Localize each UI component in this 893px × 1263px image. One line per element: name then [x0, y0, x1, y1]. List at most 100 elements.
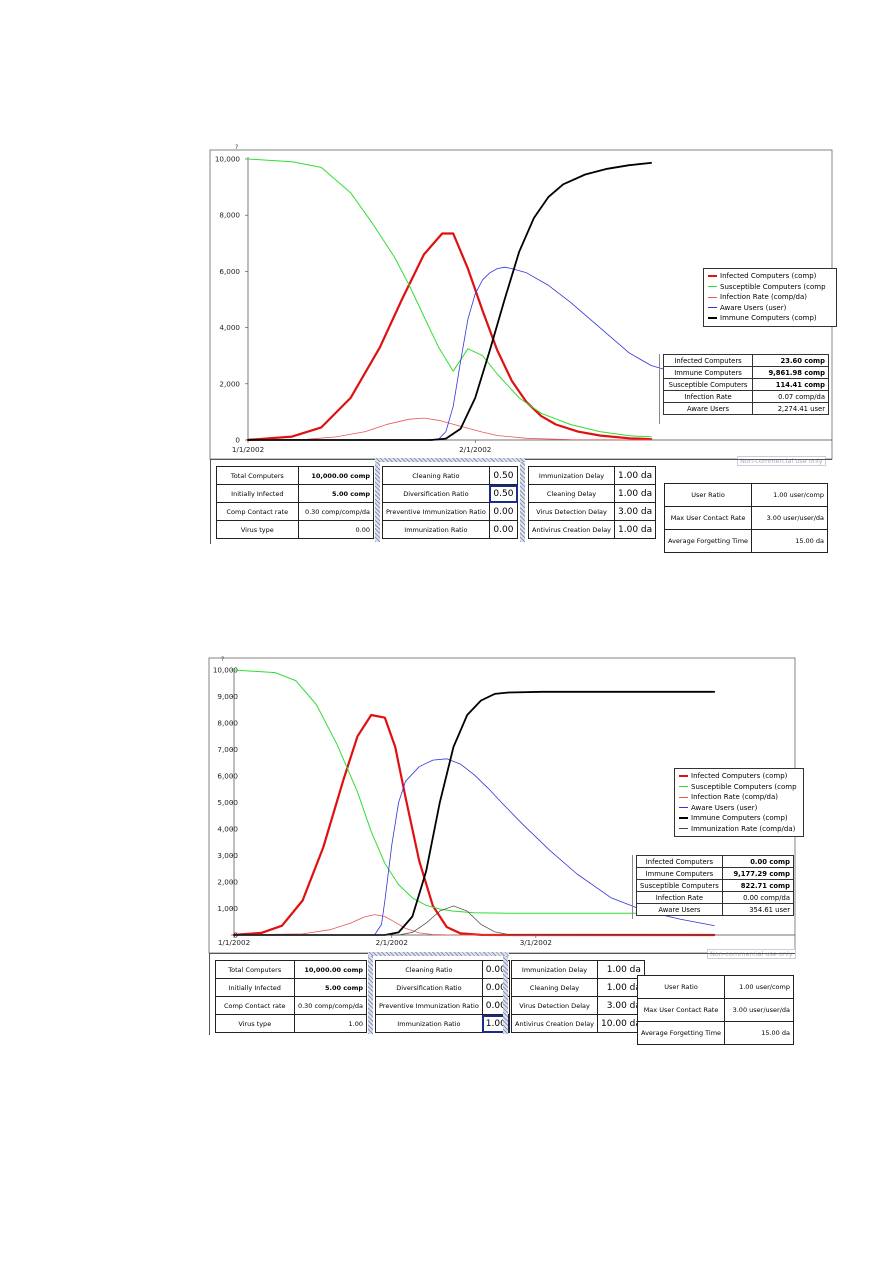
bottom-legend-label: Aware Users (user): [691, 803, 758, 812]
top-y-tick-label: 10,000: [215, 155, 241, 164]
top-param-label: Virus Detection Delay: [527, 502, 616, 521]
bottom-param-value[interactable]: 3.00 da: [597, 996, 645, 1015]
bottom-param-row: Infected Computers 0.00 comp: [636, 855, 795, 868]
bottom-splitter-left[interactable]: [368, 956, 373, 1034]
bottom-param-value[interactable]: 1.00: [293, 1014, 368, 1033]
bottom-param-value[interactable]: 0.30 comp/comp/da: [293, 996, 368, 1015]
bottom-info-table: Infected Computers 0.00 comp Immune Comput…: [636, 855, 795, 916]
top-param-value[interactable]: 1.00 da: [614, 520, 657, 539]
bottom-param-row: Virus Detection Delay 3.00 da: [510, 996, 645, 1015]
bottom-param-value[interactable]: 1.00 da: [597, 978, 645, 997]
bottom-y-tick-label: 4,000: [217, 825, 238, 834]
top-series-line-5: [247, 162, 652, 441]
bottom-series-line-3: [233, 914, 715, 936]
top-param-value[interactable]: 0.00: [488, 520, 519, 539]
top-param-value[interactable]: 1.00 da: [614, 466, 657, 485]
bottom-params-table-d: User Ratio 1.00 user/comp Max User Contact…: [636, 975, 794, 1045]
bottom-legend-item: Susceptible Computers (comp: [679, 782, 799, 793]
bottom-series-line-2: [233, 669, 681, 914]
top-param-label: Immune Computers: [662, 366, 754, 379]
bottom-param-label: Max User Contact Rate: [636, 998, 726, 1022]
top-param-value[interactable]: 0.50: [488, 466, 519, 485]
top-legend-swatch: [708, 296, 717, 298]
bottom-legend-item: Immune Computers (comp): [679, 813, 799, 824]
bottom-param-value[interactable]: 15.00 da: [724, 1021, 794, 1045]
top-param-value: 2,274.41 user: [752, 402, 829, 415]
top-param-row: Cleaning Delay 1.00 da: [527, 484, 657, 503]
top-param-value[interactable]: 3.00 user/user/da: [751, 506, 828, 530]
top-param-value[interactable]: 0.00: [488, 502, 519, 521]
bottom-param-value[interactable]: 0.00: [481, 960, 510, 979]
top-param-value[interactable]: 3.00 da: [614, 502, 657, 521]
bottom-param-value[interactable]: 1.00 da: [597, 960, 645, 979]
top-param-row: Infected Computers 23.60 comp: [662, 354, 829, 367]
top-param-value[interactable]: 5.00 comp: [297, 484, 375, 503]
bottom-legend-swatch: [679, 775, 688, 778]
top-param-value[interactable]: 0.30 comp/comp/da: [297, 502, 375, 521]
bottom-param-label: Preventive Immunization Ratio: [375, 996, 483, 1015]
bottom-y-tick-label: 6,000: [217, 772, 238, 781]
bottom-param-row: Virus type 1.00: [215, 1014, 368, 1033]
bottom-params-frame: [209, 953, 795, 954]
top-noncommercial-notice: Non-commercial use only: [737, 456, 826, 466]
bottom-param-value[interactable]: 0.00: [481, 996, 510, 1015]
bottom-series-line-5: [233, 690, 716, 936]
top-x-tick-label: 2/1/2002: [459, 445, 491, 454]
top-params-table-a: Total Computers 10,000.00 comp Initially I…: [216, 466, 375, 539]
bottom-param-label: Immune Computers: [636, 867, 723, 880]
top-splitter-top[interactable]: [375, 458, 525, 462]
top-param-value: 23.60 comp: [752, 354, 829, 367]
bottom-param-label: Diversification Ratio: [375, 978, 483, 997]
top-param-row: Immune Computers 9,861.98 comp: [662, 366, 829, 379]
top-param-value[interactable]: 0.00: [297, 520, 375, 539]
bottom-legend-label: Immunization Rate (comp/da): [691, 824, 796, 833]
bottom-param-row: Comp Contact rate 0.30 comp/comp/da: [215, 996, 368, 1015]
bottom-splitter-right[interactable]: [503, 956, 508, 1034]
bottom-param-value[interactable]: 10,000.00 comp: [293, 960, 368, 979]
bottom-param-row: Infection Rate 0.00 comp/da: [636, 891, 795, 904]
bottom-param-value[interactable]: 10.00 da: [597, 1014, 645, 1033]
top-splitter-right[interactable]: [520, 462, 525, 542]
top-param-value[interactable]: 1.00 user/comp: [751, 483, 828, 507]
bottom-series-line-6: [233, 905, 715, 936]
bottom-info-shadow: [632, 855, 633, 919]
bottom-legend-item: Infected Computers (comp): [679, 771, 799, 782]
bottom-param-row: Susceptible Computers 822.71 comp: [636, 879, 795, 892]
bottom-y-tick-label: 2,000: [217, 878, 238, 887]
top-x-tick-label: 1/1/2002: [232, 445, 264, 454]
bottom-param-value[interactable]: 1.00: [481, 1014, 510, 1033]
bottom-series-line-1: [232, 713, 716, 937]
bottom-y-tick-label: 0: [233, 931, 238, 940]
bottom-param-label: Total Computers: [215, 960, 295, 979]
top-param-value[interactable]: 15.00 da: [751, 529, 828, 553]
bottom-param-value[interactable]: 0.00: [481, 978, 510, 997]
top-param-row: Diversification Ratio 0.50: [382, 484, 519, 503]
bottom-legend-swatch: [679, 828, 688, 830]
top-param-value[interactable]: 1.00 da: [614, 484, 657, 503]
bottom-param-label: Susceptible Computers: [636, 879, 723, 892]
top-param-value[interactable]: 10,000.00 comp: [297, 466, 375, 485]
bottom-param-label: User Ratio: [636, 975, 726, 999]
top-param-row: Max User Contact Rate 3.00 user/user/da: [663, 506, 828, 530]
top-legend-item: Aware Users (user): [708, 303, 832, 314]
top-series-line-3: [247, 417, 652, 441]
top-legend-item: Susceptible Computers (comp: [708, 282, 832, 293]
top-param-value: 0.07 comp/da: [752, 390, 829, 403]
top-splitter-left[interactable]: [375, 462, 380, 542]
bottom-param-label: Immunization Delay: [510, 960, 599, 979]
bottom-legend-label: Infected Computers (comp): [691, 772, 788, 781]
bottom-param-label: Antivirus Creation Delay: [510, 1014, 599, 1033]
top-simulation-panel: ? 0 2,000 4,000 6,000 8,000 10,000 1/1/2002 2/1/…: [0, 0, 893, 560]
top-series-line-2: [247, 158, 652, 438]
bottom-params-table-b: Cleaning Ratio 0.00 Diversification Ratio 0…: [375, 960, 510, 1033]
bottom-param-value[interactable]: 1.00 user/comp: [724, 975, 794, 999]
bottom-param-label: Initially Infected: [215, 978, 295, 997]
top-param-label: Total Computers: [216, 466, 299, 485]
bottom-param-label: Virus Detection Delay: [510, 996, 599, 1015]
bottom-param-value[interactable]: 5.00 comp: [293, 978, 368, 997]
top-param-value[interactable]: 0.50: [488, 484, 519, 503]
bottom-param-value[interactable]: 3.00 user/user/da: [724, 998, 794, 1022]
bottom-param-row: Total Computers 10,000.00 comp: [215, 960, 368, 979]
bottom-legend-swatch: [679, 807, 688, 809]
bottom-splitter-top[interactable]: [368, 952, 509, 956]
